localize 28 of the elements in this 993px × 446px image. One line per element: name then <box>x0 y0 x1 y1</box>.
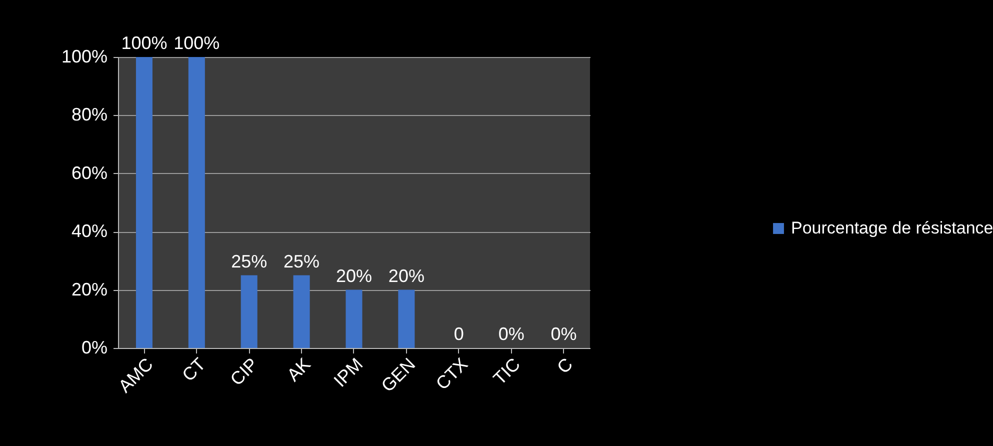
y-tick-label: 60% <box>71 162 108 183</box>
x-tick-label: TIC <box>489 354 524 389</box>
data-label: 25% <box>284 251 320 272</box>
y-tick-label: 0% <box>81 338 108 358</box>
data-label: 100% <box>121 33 168 53</box>
bar <box>293 275 310 348</box>
legend-label: Pourcentage de résistance <box>791 218 993 238</box>
bar <box>188 57 205 348</box>
bar <box>346 290 362 348</box>
x-tick-label: AK <box>283 354 314 386</box>
y-tick-label: 80% <box>71 104 108 125</box>
y-tick-label: 20% <box>71 279 108 300</box>
y-tick-label: 40% <box>71 221 108 242</box>
x-tick-label: CIP <box>226 354 262 390</box>
data-label: 25% <box>231 251 268 272</box>
bar <box>136 57 152 348</box>
x-tick-label: CT <box>178 354 210 386</box>
data-label: 0% <box>498 324 524 344</box>
data-label: 100% <box>174 33 220 53</box>
data-label: 0% <box>550 324 577 344</box>
x-tick-label: C <box>553 354 577 378</box>
data-label: 0 <box>454 324 464 344</box>
x-tick-label: IPM <box>330 354 367 391</box>
data-label: 20% <box>336 266 372 286</box>
y-tick-label: 100% <box>61 46 108 66</box>
bar <box>240 275 258 348</box>
bar <box>398 290 415 348</box>
data-label: 20% <box>388 266 424 286</box>
